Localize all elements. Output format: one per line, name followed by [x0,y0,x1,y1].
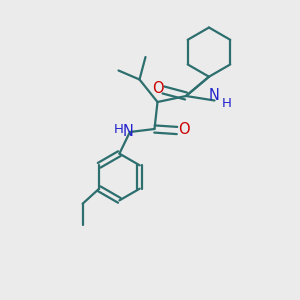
Text: N: N [123,124,134,140]
Text: O: O [152,81,164,96]
Text: H: H [222,97,232,110]
Text: O: O [178,122,189,136]
Text: N: N [209,88,220,104]
Text: H: H [114,122,123,136]
